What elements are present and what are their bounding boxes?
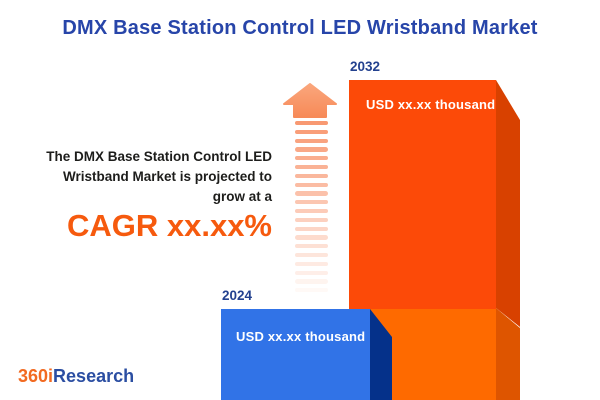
arrow-fade-stripes [295, 121, 328, 299]
arrow-stripe [295, 165, 328, 170]
arrow-stripe [295, 121, 328, 126]
up-arrow-icon [283, 83, 337, 118]
bar-value-2024: USD xx.xx thousand [236, 329, 366, 344]
arrow-stripe [295, 156, 328, 161]
arrow-stripe [295, 279, 328, 284]
arrow-stripe [295, 209, 328, 214]
page-title: DMX Base Station Control LED Wristband M… [62, 17, 538, 39]
arrow-stripe [295, 147, 328, 152]
arrow-stripe [295, 173, 328, 178]
bar-label-2024: 2024 [222, 288, 253, 303]
arrow-stripe [295, 138, 328, 143]
arrow-stripe [295, 191, 328, 196]
arrow-stripe [295, 129, 328, 134]
arrow-stripe [295, 235, 328, 240]
bar-2024-side [370, 309, 392, 400]
bar-label-2032: 2032 [350, 59, 381, 74]
arrow-stripe [295, 261, 328, 266]
brand-logo: 360iResearch [18, 366, 134, 387]
arrow-stripe [295, 200, 328, 205]
bar-2024-front [221, 309, 370, 400]
arrow-stripe [295, 244, 328, 249]
projection-line-3: grow at a [212, 189, 272, 204]
projection-line-1: The DMX Base Station Control LED [46, 149, 272, 164]
arrow-stripe [295, 226, 328, 231]
arrow-stripe [295, 288, 328, 293]
projection-line-2: Wristband Market is projected to [62, 169, 272, 184]
bar-2032-front-upper [349, 80, 496, 309]
bar-value-2032: USD xx.xx thousand [366, 97, 496, 112]
logo-part-orange: 360i [18, 366, 54, 386]
bar-2032-side-upper [496, 80, 520, 327]
logo-part-blue: Research [53, 366, 135, 386]
arrow-stripe [295, 217, 328, 222]
cagr-value: CAGR xx.xx% [66, 208, 272, 243]
arrow-stripe [295, 182, 328, 187]
arrow-stripe [295, 270, 328, 275]
market-projection-text: The DMX Base Station Control LED Wristba… [0, 147, 272, 242]
arrow-stripe [295, 253, 328, 258]
